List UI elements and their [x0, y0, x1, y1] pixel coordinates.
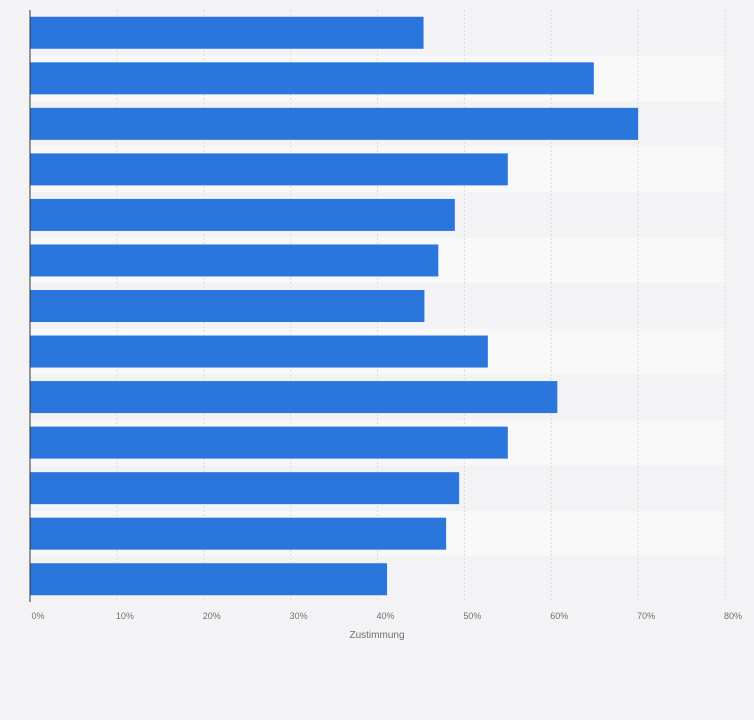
- bar[interactable]: [30, 16, 424, 49]
- x-axis-title: Zustimmung: [349, 630, 404, 641]
- x-tick-label: 10%: [116, 611, 134, 621]
- bar[interactable]: [30, 472, 460, 505]
- x-tick-label: 30%: [290, 611, 308, 621]
- bar[interactable]: [30, 153, 508, 186]
- x-tick-label: 70%: [637, 611, 655, 621]
- bar[interactable]: [30, 426, 508, 459]
- bar[interactable]: [30, 198, 455, 231]
- bar[interactable]: [30, 290, 425, 322]
- x-tick-label: 20%: [203, 611, 221, 621]
- x-tick-label: 80%: [724, 611, 742, 621]
- bar[interactable]: [30, 517, 447, 550]
- bar[interactable]: [30, 62, 594, 95]
- x-axis-ticks: 0% 10% 20% 30% 40% 50% 60% 70% 80%: [31, 611, 742, 621]
- x-tick-label: 0%: [31, 611, 44, 621]
- bar[interactable]: [30, 563, 388, 596]
- bars: [30, 16, 639, 596]
- bar[interactable]: [30, 335, 488, 368]
- bar[interactable]: [30, 244, 439, 277]
- bar[interactable]: [30, 107, 639, 140]
- x-tick-label: 50%: [463, 611, 481, 621]
- bar[interactable]: [30, 381, 558, 414]
- x-tick-label: 40%: [376, 611, 394, 621]
- x-tick-label: 60%: [550, 611, 568, 621]
